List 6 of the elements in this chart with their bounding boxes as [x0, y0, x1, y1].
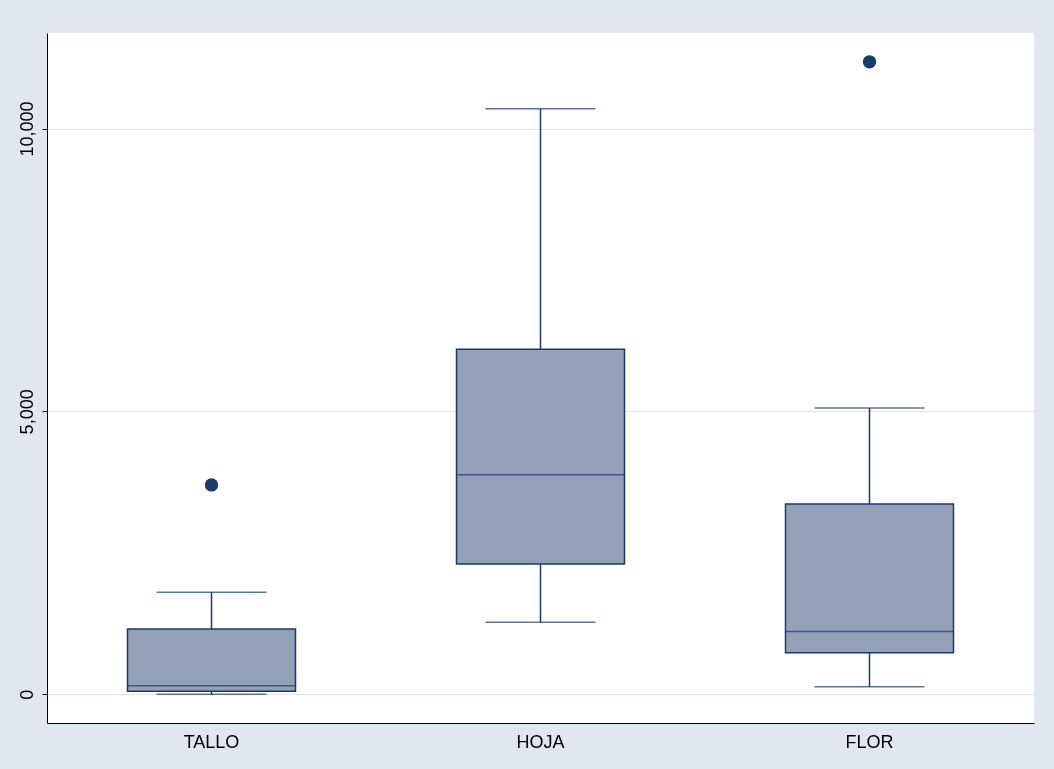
- y-tick-label: 0: [16, 689, 37, 700]
- y-tick-label: 10,000: [16, 101, 37, 157]
- y-tick-label: 5,000: [16, 389, 37, 435]
- x-tick-label: HOJA: [516, 731, 565, 752]
- x-tick-label: FLOR: [845, 731, 894, 752]
- x-tick-label: TALLO: [183, 731, 240, 752]
